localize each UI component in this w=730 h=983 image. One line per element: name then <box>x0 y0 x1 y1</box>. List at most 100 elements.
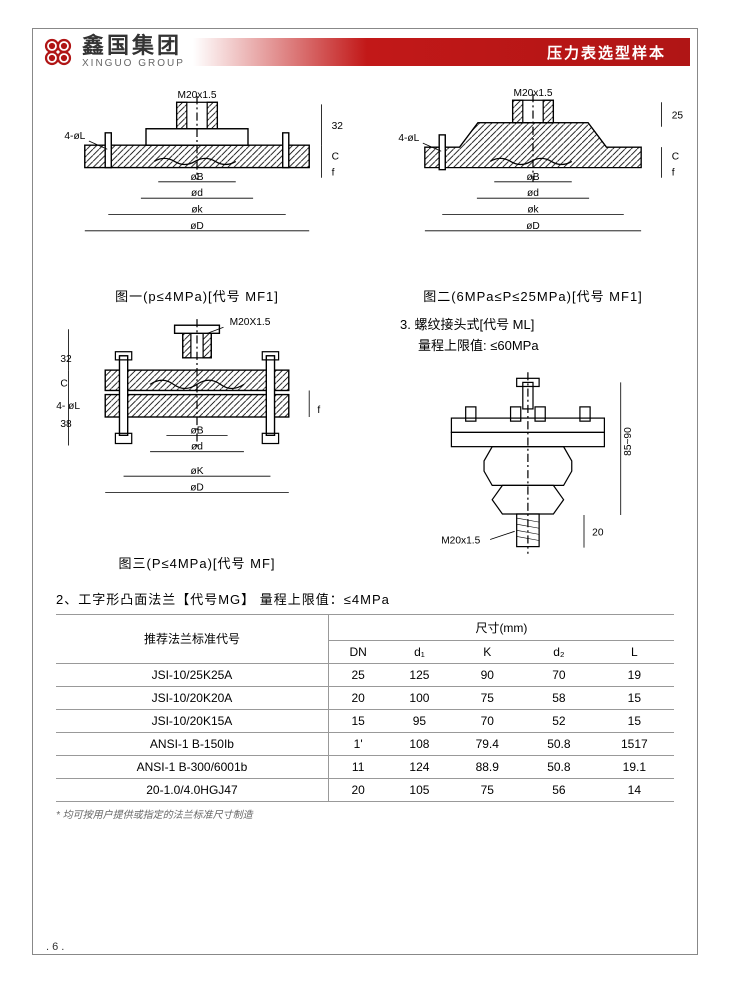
svg-text:f: f <box>317 405 320 416</box>
cell: 25 <box>328 663 387 686</box>
row-label: JSI-10/20K15A <box>56 709 328 732</box>
svg-text:C: C <box>672 151 679 162</box>
svg-text:M20x1.5: M20x1.5 <box>441 536 480 547</box>
clover-logo-icon <box>40 34 76 70</box>
figure-1-svg: øB ød øk øD 32 C f M20x1.5 4-øL <box>44 88 350 282</box>
diagrams-grid: øB ød øk øD 32 C f M20x1.5 4-øL 图一(p≤4MP… <box>0 78 730 577</box>
svg-text:C: C <box>60 378 67 389</box>
cell: 90 <box>451 663 523 686</box>
cell: 124 <box>387 755 451 778</box>
cell: 56 <box>523 778 595 801</box>
figure-1: øB ød øk øD 32 C f M20x1.5 4-øL 图一(p≤4MP… <box>44 88 350 305</box>
figure-4-heading-block: 3. 螺纹接头式[代号 ML] 量程上限值: ≤60MPa <box>380 315 686 357</box>
figure-4-heading: 3. 螺纹接头式[代号 ML] <box>400 315 686 336</box>
table-row: JSI-10/20K15A1595705215 <box>56 709 674 732</box>
cell: 15 <box>595 686 674 709</box>
svg-text:ød: ød <box>527 188 539 199</box>
svg-text:38: 38 <box>60 419 72 430</box>
col-d2: d₂ <box>523 640 595 663</box>
col-dn: DN <box>328 640 387 663</box>
header: 鑫国集团 XINGUO GROUP 压力表选型样本 <box>0 20 730 78</box>
svg-text:øB: øB <box>526 172 539 183</box>
svg-text:20: 20 <box>592 528 604 539</box>
svg-text:32: 32 <box>332 121 344 132</box>
row-label: ANSI-1 B-150Ib <box>56 732 328 755</box>
svg-text:25: 25 <box>672 111 684 122</box>
table-row: 20-1.0/4.0HGJ4720105755614 <box>56 778 674 801</box>
svg-text:4-øL: 4-øL <box>64 131 85 142</box>
cell: 19 <box>595 663 674 686</box>
svg-text:32: 32 <box>60 354 72 365</box>
dimension-table: 推荐法兰标准代号 尺寸(mm) DN d₁ K d₂ L JSI-10/25K2… <box>56 614 674 802</box>
table-row: JSI-10/25K25A25125907019 <box>56 663 674 686</box>
svg-text:M20X1.5: M20X1.5 <box>230 317 271 328</box>
cell: 1517 <box>595 732 674 755</box>
svg-text:øB: øB <box>190 172 203 183</box>
svg-text:f: f <box>672 168 675 179</box>
svg-text:f: f <box>332 168 335 179</box>
cell: 20 <box>328 686 387 709</box>
svg-text:M20x1.5: M20x1.5 <box>177 90 216 101</box>
svg-text:øk: øk <box>191 204 203 215</box>
row-label: ANSI-1 B-300/6001b <box>56 755 328 778</box>
figure-3: 32 C 38 4- øL f øB ød øK øD M20X1.5 <box>44 315 350 577</box>
cell: 79.4 <box>451 732 523 755</box>
cell: 15 <box>595 709 674 732</box>
cell: 19.1 <box>595 755 674 778</box>
cell: 75 <box>451 686 523 709</box>
col-d1: d₁ <box>387 640 451 663</box>
svg-text:4- øL: 4- øL <box>56 401 80 412</box>
table-row: ANSI-1 B-300/6001b1112488.950.819.1 <box>56 755 674 778</box>
table-rowheader-label: 推荐法兰标准代号 <box>56 614 328 663</box>
figure-3-svg: 32 C 38 4- øL f øB ød øK øD M20X1.5 <box>44 315 350 550</box>
svg-text:øK: øK <box>190 466 203 477</box>
cell: 50.8 <box>523 732 595 755</box>
table-row: ANSI-1 B-150Ib1'10879.450.81517 <box>56 732 674 755</box>
svg-text:øD: øD <box>526 221 540 232</box>
row-label: JSI-10/25K25A <box>56 663 328 686</box>
cell: 105 <box>387 778 451 801</box>
col-l: L <box>595 640 674 663</box>
cell: 108 <box>387 732 451 755</box>
figure-4: 3. 螺纹接头式[代号 ML] 量程上限值: ≤60MPa <box>380 315 686 577</box>
svg-text:øk: øk <box>527 204 539 215</box>
logo-text: 鑫国集团 XINGUO GROUP <box>82 35 185 69</box>
cell: 14 <box>595 778 674 801</box>
cell: 11 <box>328 755 387 778</box>
col-k: K <box>451 640 523 663</box>
cell: 52 <box>523 709 595 732</box>
cell: 95 <box>387 709 451 732</box>
section-2-title: 2、工字形凸面法兰【代号MG】 量程上限值：≤4MPa <box>0 577 730 608</box>
cell: 125 <box>387 663 451 686</box>
svg-text:M20x1.5: M20x1.5 <box>513 88 552 99</box>
svg-text:ød: ød <box>191 441 203 452</box>
cell: 1' <box>328 732 387 755</box>
figure-3-caption: 图三(P≤4MPa)[代号 MF] <box>118 553 275 572</box>
figure-1-caption: 图一(p≤4MPa)[代号 MF1] <box>115 286 279 305</box>
figure-4-svg: 85~90 20 M20x1.5 <box>380 362 686 576</box>
footnote: * 均可按用户提供或指定的法兰标准尺寸制造 <box>0 802 730 825</box>
banner: 压力表选型样本 <box>193 38 690 66</box>
svg-text:4-øL: 4-øL <box>398 133 419 144</box>
figure-2: øB ød øk øD 25 C f M20x1.5 4-øL 图二(6MPa≤… <box>380 88 686 305</box>
figure-2-svg: øB ød øk øD 25 C f M20x1.5 4-øL <box>380 88 686 282</box>
page-number: . 6 . <box>46 941 64 953</box>
svg-text:85~90: 85~90 <box>623 427 634 456</box>
cell: 58 <box>523 686 595 709</box>
logo-en: XINGUO GROUP <box>82 59 185 69</box>
svg-text:C: C <box>332 151 339 162</box>
figure-4-subheading: 量程上限值: ≤60MPa <box>400 336 686 357</box>
figure-2-caption: 图二(6MPa≤P≤25MPa)[代号 MF1] <box>423 286 643 305</box>
row-label: JSI-10/20K20A <box>56 686 328 709</box>
logo-cn: 鑫国集团 <box>82 35 185 57</box>
cell: 20 <box>328 778 387 801</box>
cell: 15 <box>328 709 387 732</box>
svg-text:øB: øB <box>190 425 203 436</box>
page: 鑫国集团 XINGUO GROUP 压力表选型样本 <box>0 0 730 983</box>
dimension-table-wrap: 推荐法兰标准代号 尺寸(mm) DN d₁ K d₂ L JSI-10/25K2… <box>0 608 730 802</box>
cell: 88.9 <box>451 755 523 778</box>
table-row: JSI-10/20K20A20100755815 <box>56 686 674 709</box>
cell: 70 <box>523 663 595 686</box>
svg-text:ød: ød <box>191 188 203 199</box>
table-group-header: 尺寸(mm) <box>328 614 674 640</box>
